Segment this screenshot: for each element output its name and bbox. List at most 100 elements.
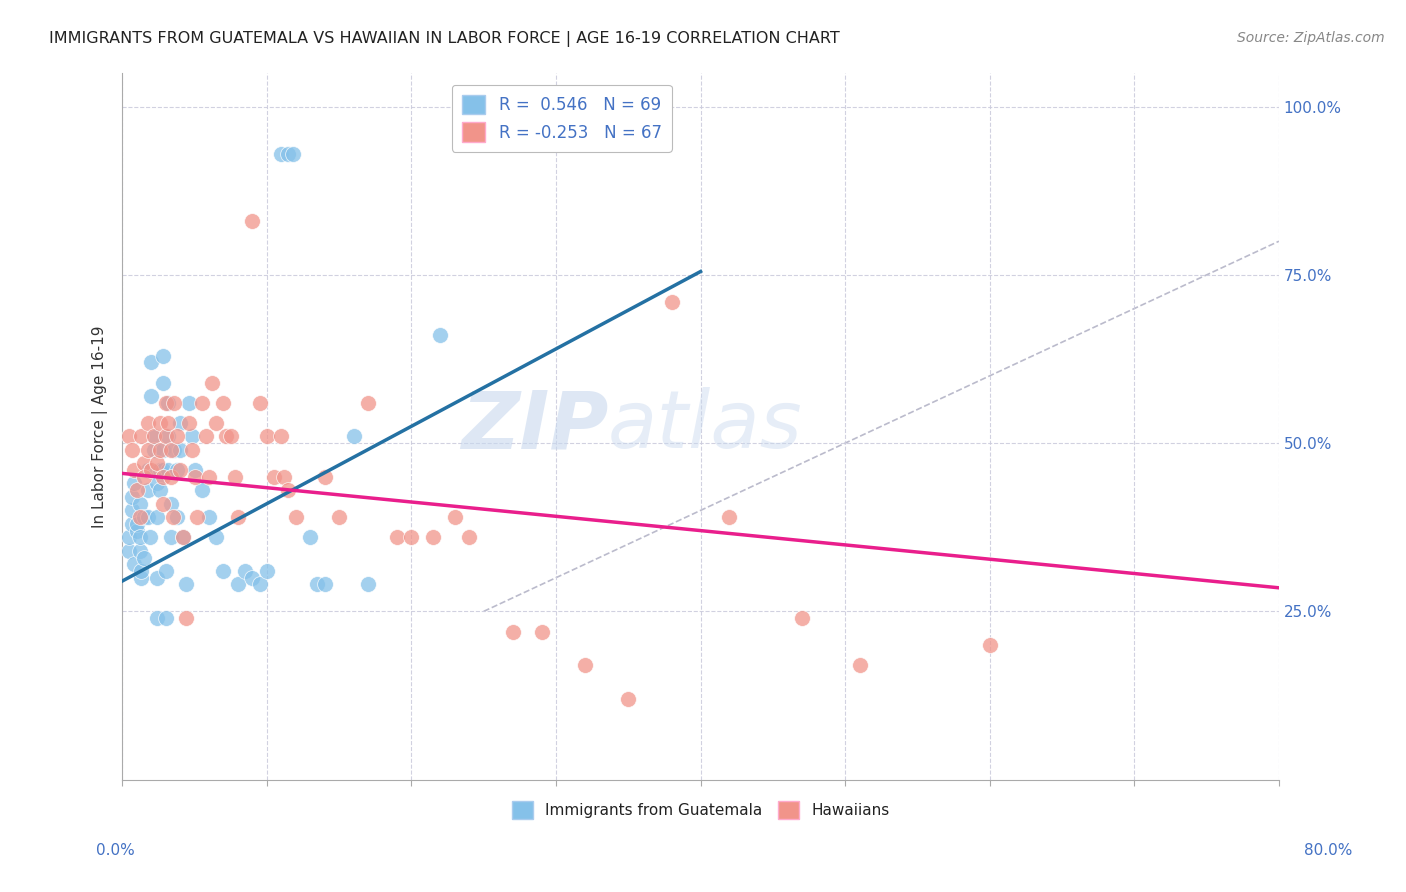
Point bbox=[122, 463, 145, 477]
Point bbox=[256, 564, 278, 578]
Point bbox=[848, 658, 870, 673]
Point bbox=[205, 416, 228, 430]
Point bbox=[146, 510, 169, 524]
Point bbox=[385, 530, 408, 544]
Point bbox=[314, 577, 336, 591]
Point bbox=[157, 416, 180, 430]
Point bbox=[160, 530, 183, 544]
Point bbox=[190, 396, 212, 410]
Point bbox=[530, 624, 553, 639]
Point bbox=[136, 510, 159, 524]
Point bbox=[155, 611, 177, 625]
Point bbox=[328, 510, 350, 524]
Point bbox=[155, 429, 177, 443]
Point bbox=[152, 469, 174, 483]
Point bbox=[226, 510, 249, 524]
Point bbox=[169, 463, 191, 477]
Point bbox=[121, 442, 143, 457]
Point bbox=[195, 429, 218, 443]
Point bbox=[357, 577, 380, 591]
Point bbox=[256, 429, 278, 443]
Point bbox=[233, 564, 256, 578]
Point bbox=[139, 355, 162, 369]
Point bbox=[401, 530, 423, 544]
Point bbox=[169, 416, 191, 430]
Point bbox=[118, 429, 141, 443]
Point bbox=[172, 530, 194, 544]
Point bbox=[169, 442, 191, 457]
Point bbox=[212, 396, 235, 410]
Point bbox=[357, 396, 380, 410]
Point bbox=[136, 463, 159, 477]
Point bbox=[443, 510, 465, 524]
Point bbox=[157, 429, 180, 443]
Point bbox=[240, 571, 263, 585]
Point bbox=[163, 396, 186, 410]
Point bbox=[174, 611, 197, 625]
Point bbox=[149, 442, 172, 457]
Y-axis label: In Labor Force | Age 16-19: In Labor Force | Age 16-19 bbox=[93, 325, 108, 527]
Point bbox=[146, 571, 169, 585]
Point bbox=[177, 416, 200, 430]
Point bbox=[163, 442, 186, 457]
Point bbox=[125, 516, 148, 531]
Point bbox=[152, 442, 174, 457]
Point bbox=[149, 463, 172, 477]
Point bbox=[281, 146, 304, 161]
Point bbox=[157, 463, 180, 477]
Point bbox=[212, 564, 235, 578]
Point bbox=[270, 429, 292, 443]
Point bbox=[205, 530, 228, 544]
Point bbox=[180, 442, 202, 457]
Point bbox=[122, 476, 145, 491]
Point bbox=[129, 564, 152, 578]
Point bbox=[136, 483, 159, 498]
Point bbox=[190, 483, 212, 498]
Point bbox=[198, 469, 221, 483]
Point bbox=[273, 469, 295, 483]
Point bbox=[574, 658, 596, 673]
Point bbox=[979, 638, 1001, 652]
Point bbox=[128, 497, 150, 511]
Point bbox=[249, 577, 271, 591]
Text: ZIP: ZIP bbox=[461, 387, 607, 466]
Point bbox=[284, 510, 307, 524]
Text: IMMIGRANTS FROM GUATEMALA VS HAWAIIAN IN LABOR FORCE | AGE 16-19 CORRELATION CHA: IMMIGRANTS FROM GUATEMALA VS HAWAIIAN IN… bbox=[49, 31, 839, 47]
Point bbox=[129, 429, 152, 443]
Point bbox=[155, 396, 177, 410]
Point bbox=[160, 469, 183, 483]
Point bbox=[160, 442, 183, 457]
Point bbox=[149, 483, 172, 498]
Point bbox=[177, 396, 200, 410]
Point bbox=[224, 469, 246, 483]
Point bbox=[139, 463, 162, 477]
Point bbox=[240, 214, 263, 228]
Point bbox=[422, 530, 444, 544]
Point bbox=[149, 416, 172, 430]
Point bbox=[157, 396, 180, 410]
Point bbox=[183, 463, 205, 477]
Point bbox=[174, 577, 197, 591]
Point bbox=[136, 416, 159, 430]
Point bbox=[132, 469, 155, 483]
Point bbox=[152, 376, 174, 390]
Point bbox=[180, 429, 202, 443]
Point bbox=[118, 530, 141, 544]
Point bbox=[277, 483, 299, 498]
Point bbox=[121, 490, 143, 504]
Point bbox=[502, 624, 524, 639]
Point bbox=[263, 469, 285, 483]
Point bbox=[125, 483, 148, 498]
Point bbox=[299, 530, 322, 544]
Point bbox=[790, 611, 813, 625]
Point bbox=[118, 543, 141, 558]
Point bbox=[186, 510, 208, 524]
Point bbox=[314, 469, 336, 483]
Point bbox=[226, 577, 249, 591]
Point bbox=[121, 516, 143, 531]
Point bbox=[342, 429, 364, 443]
Point bbox=[146, 456, 169, 470]
Legend: Immigrants from Guatemala, Hawaiians: Immigrants from Guatemala, Hawaiians bbox=[506, 795, 896, 825]
Point bbox=[661, 294, 683, 309]
Point bbox=[718, 510, 741, 524]
